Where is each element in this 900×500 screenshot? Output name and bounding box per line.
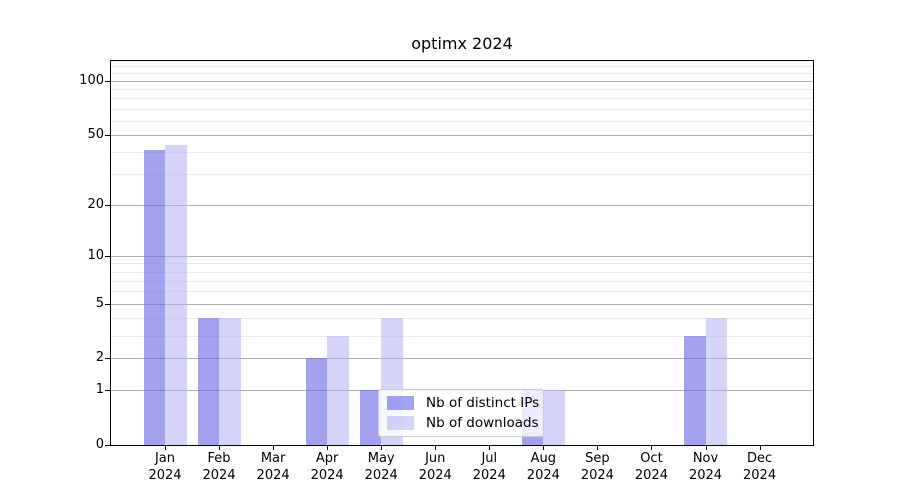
- x-tick-mark-mar: [273, 446, 275, 450]
- legend-label-downloads: Nb of downloads: [426, 415, 539, 431]
- gridline-minor-6: [111, 291, 813, 293]
- x-tick-label-jul: Jul 2024: [472, 451, 506, 483]
- gridline-major-10: [111, 255, 813, 257]
- gridline-major-50: [111, 134, 813, 136]
- y-tick-mark-2: [105, 358, 110, 360]
- x-tick-mark-sep: [597, 446, 599, 450]
- bar-nov-downloads: [705, 317, 727, 445]
- bar-feb-downloads: [219, 317, 241, 445]
- legend-label-distinct-ips: Nb of distinct IPs: [426, 395, 540, 411]
- x-tick-label-apr: Apr 2024: [310, 451, 344, 483]
- y-tick-mark-20: [105, 204, 110, 206]
- gridline-minor-3: [111, 335, 813, 337]
- y-tick-mark-0: [105, 445, 110, 446]
- x-tick-label-oct: Oct 2024: [634, 451, 668, 483]
- gridline-minor-70: [111, 108, 813, 110]
- x-tick-mark-aug: [543, 446, 545, 450]
- bar-jan-downloads: [165, 144, 187, 445]
- y-tick-mark-10: [105, 255, 110, 257]
- chart-title: optimx 2024: [411, 34, 513, 53]
- bar-may-distinct-ips: [359, 390, 382, 445]
- x-tick-mark-dec: [759, 446, 761, 450]
- gridline-minor-110: [111, 73, 813, 75]
- gridline-minor-4: [111, 317, 813, 319]
- gridline-minor-9: [111, 263, 813, 265]
- y-tick-label-50: 50: [87, 126, 104, 142]
- legend-swatch-distinct-ips: [387, 396, 414, 410]
- gridline-minor-30: [111, 173, 813, 175]
- gridline-major-5: [111, 303, 813, 305]
- x-tick-mark-may: [381, 446, 383, 450]
- x-tick-label-nov: Nov 2024: [688, 451, 723, 483]
- gridline-major-2: [111, 358, 813, 360]
- y-tick-label-10: 10: [87, 247, 104, 263]
- x-tick-label-aug: Aug 2024: [526, 451, 560, 483]
- y-tick-label-5: 5: [95, 295, 104, 311]
- gridline-minor-7: [111, 280, 813, 282]
- y-tick-label-100: 100: [79, 72, 104, 88]
- bar-apr-distinct-ips: [305, 358, 328, 445]
- y-tick-mark-50: [105, 134, 110, 136]
- legend: Nb of distinct IPs Nb of downloads: [378, 389, 544, 437]
- y-tick-label-20: 20: [87, 196, 104, 212]
- bar-apr-downloads: [327, 335, 349, 445]
- legend-item-downloads: Nb of downloads: [387, 415, 539, 431]
- x-tick-label-dec: Dec 2024: [743, 451, 777, 483]
- y-tick-mark-1: [105, 390, 110, 392]
- x-tick-label-sep: Sep 2024: [580, 451, 614, 483]
- x-tick-mark-jan: [165, 446, 166, 450]
- legend-swatch-downloads: [387, 416, 414, 430]
- gridline-major-100: [111, 80, 813, 82]
- plot-area: [110, 60, 814, 446]
- gridline-minor-60: [111, 120, 813, 122]
- x-tick-label-jan: Jan 2024: [148, 451, 182, 483]
- gridline-major-20: [111, 204, 813, 206]
- x-tick-mark-jun: [435, 446, 437, 450]
- y-tick-mark-5: [105, 303, 110, 305]
- legend-item-distinct-ips: Nb of distinct IPs: [387, 395, 539, 411]
- x-tick-label-mar: Mar 2024: [256, 451, 290, 483]
- bar-feb-distinct-ips: [197, 317, 220, 445]
- x-tick-mark-feb: [219, 446, 221, 450]
- y-tick-label-1: 1: [95, 382, 104, 398]
- y-tick-mark-100: [105, 80, 110, 82]
- x-tick-mark-apr: [327, 446, 329, 450]
- bar-aug-downloads: [543, 390, 565, 445]
- y-tick-label-2: 2: [95, 350, 104, 366]
- gridline-minor-40: [111, 151, 813, 153]
- x-tick-label-feb: Feb 2024: [202, 451, 236, 483]
- x-tick-mark-nov: [705, 446, 707, 450]
- x-tick-label-may: May 2024: [364, 451, 398, 483]
- x-tick-label-jun: Jun 2024: [418, 451, 452, 483]
- bar-nov-distinct-ips: [684, 335, 706, 445]
- x-tick-mark-oct: [651, 446, 653, 450]
- gridline-minor-80: [111, 98, 813, 100]
- gridline-minor-8: [111, 271, 813, 273]
- gridline-minor-120: [111, 66, 813, 68]
- y-tick-label-0: 0: [95, 437, 104, 452]
- x-tick-mark-jul: [489, 446, 491, 450]
- bar-jan-distinct-ips: [143, 149, 165, 445]
- gridline-minor-90: [111, 88, 813, 90]
